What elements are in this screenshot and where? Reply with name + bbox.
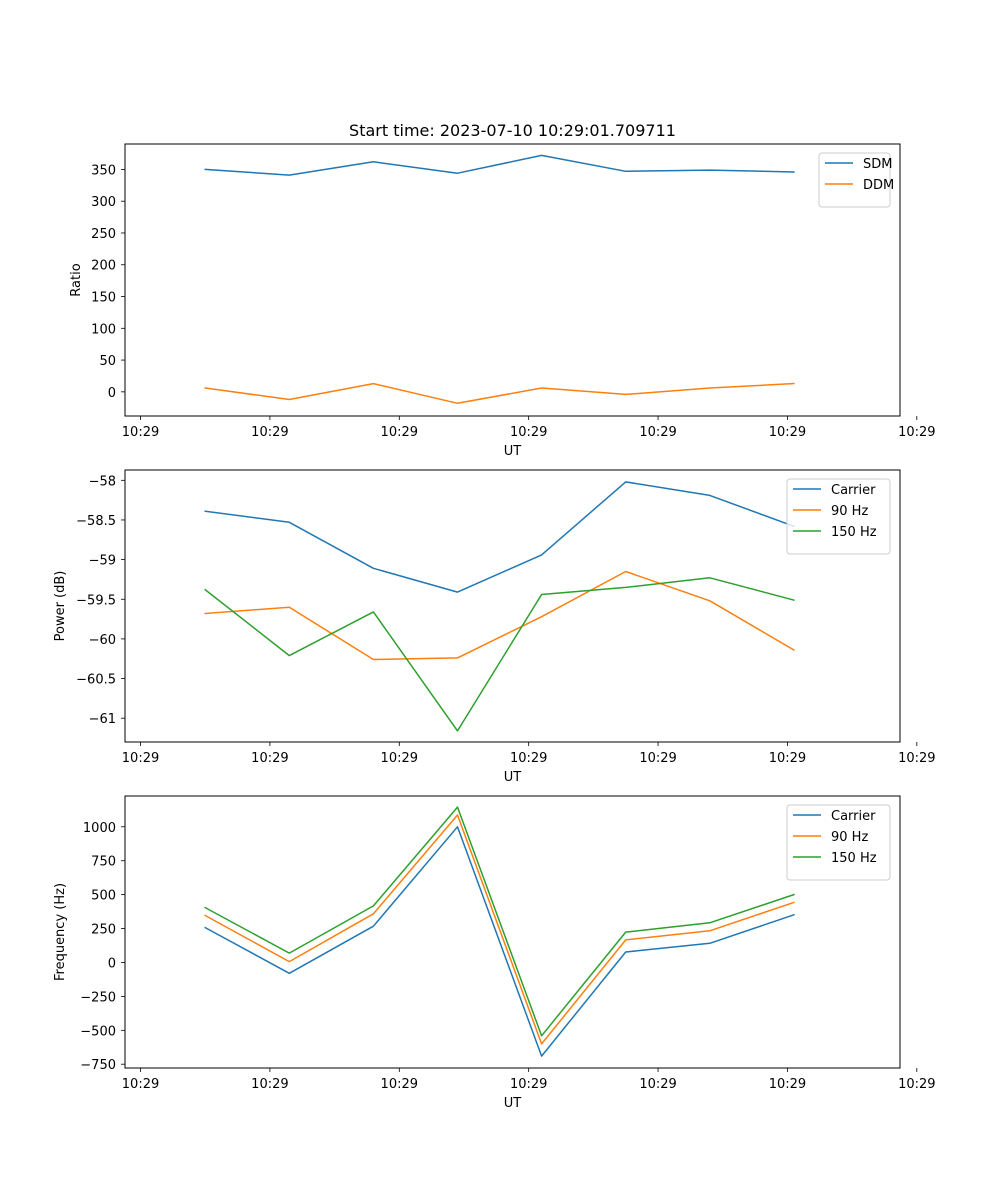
y-tick-label: −59: [89, 554, 116, 569]
x-tick-label: 10:29: [639, 1077, 676, 1092]
x-tick-label: 10:29: [510, 1077, 547, 1092]
y-tick-label: −500: [80, 1024, 116, 1039]
y-tick-label: 500: [91, 889, 116, 904]
legend-label: 150 Hz: [831, 851, 877, 866]
y-tick-label: 0: [108, 386, 116, 401]
series-line-carrier: [204, 481, 795, 593]
y-tick-label: 1000: [83, 821, 116, 836]
x-tick-label: 10:29: [769, 751, 806, 766]
x-tick-label: 10:29: [639, 425, 676, 440]
legend-label: SDM: [863, 157, 892, 172]
x-tick-label: 10:29: [251, 425, 288, 440]
y-tick-label: 250: [91, 227, 116, 242]
y-tick-label: 300: [91, 195, 116, 210]
legend-label: 90 Hz: [831, 504, 868, 519]
y-axis-label: Ratio: [69, 263, 84, 296]
x-tick-label: 10:29: [898, 425, 935, 440]
y-tick-label: 200: [91, 259, 116, 274]
y-tick-label: 100: [91, 322, 116, 337]
legend: Carrier 90 Hz 150 Hz: [786, 804, 891, 881]
x-axis-label: UT: [504, 770, 522, 785]
legend: Carrier 90 Hz 150 Hz: [786, 478, 891, 555]
x-tick-label: 10:29: [122, 751, 159, 766]
legend-box: [786, 478, 891, 555]
series-line-90-hz: [204, 814, 795, 1045]
series-line-150-hz: [204, 806, 795, 1037]
x-tick-label: 10:29: [381, 1077, 418, 1092]
series-line-ddm: [204, 382, 795, 405]
y-tick-label: 750: [91, 855, 116, 870]
y-axis-label: Frequency (Hz): [53, 883, 68, 981]
legend-label: 150 Hz: [831, 525, 877, 540]
series-line-90-hz: [204, 570, 795, 661]
y-tick-label: −250: [80, 990, 116, 1005]
chart-panel-3: 10:2910:2910:2910:2910:2910:2910:2910:30…: [53, 795, 936, 1111]
x-tick-label: 10:29: [639, 751, 676, 766]
x-tick-label: 10:29: [769, 425, 806, 440]
y-tick-label: −750: [80, 1058, 116, 1073]
legend-box: [786, 804, 891, 881]
x-tick-label: 10:29: [122, 425, 159, 440]
y-tick-label: −59.5: [76, 593, 116, 608]
legend-label: Carrier: [831, 809, 876, 824]
y-tick-label: 0: [108, 956, 116, 971]
x-tick-label: 10:29: [381, 751, 418, 766]
chart-panel-2: 10:2910:2910:2910:2910:2910:2910:2910:30…: [53, 469, 936, 785]
axes-frame: [124, 795, 901, 1069]
series-line-carrier: [204, 826, 795, 1057]
x-tick-label: 10:29: [898, 1077, 935, 1092]
series-line-150-hz: [204, 577, 795, 732]
panels: 10:2910:2910:2910:2910:2910:2910:2910:30…: [53, 143, 936, 1111]
legend: SDM DDM: [818, 152, 894, 208]
y-tick-label: 350: [91, 163, 116, 178]
x-axis-label: UT: [504, 444, 522, 459]
y-tick-label: −58: [89, 474, 116, 489]
x-axis-label: UT: [504, 1096, 522, 1111]
x-tick-label: 10:29: [122, 1077, 159, 1092]
y-tick-label: −61: [89, 712, 116, 727]
legend-label: DDM: [863, 178, 894, 193]
y-tick-label: −60.5: [76, 673, 116, 688]
x-tick-label: 10:29: [510, 751, 547, 766]
x-tick-label: 10:29: [510, 425, 547, 440]
x-tick-label: 10:29: [769, 1077, 806, 1092]
legend-label: 90 Hz: [831, 830, 868, 845]
x-tick-label: 10:29: [898, 751, 935, 766]
y-tick-label: 50: [99, 354, 116, 369]
legend-label: Carrier: [831, 483, 876, 498]
figure-title: Start time: 2023-07-10 10:29:01.709711: [349, 121, 676, 140]
series-line-sdm: [204, 154, 795, 176]
legend-box: [818, 152, 891, 208]
y-tick-label: −60: [89, 633, 116, 648]
axes-frame: [124, 143, 901, 417]
y-tick-label: 150: [91, 291, 116, 306]
y-tick-label: 250: [91, 923, 116, 938]
y-axis-label: Power (dB): [53, 571, 68, 642]
axes-frame: [124, 469, 901, 743]
y-tick-label: −58.5: [76, 514, 116, 529]
x-tick-label: 10:29: [251, 1077, 288, 1092]
x-tick-label: 10:29: [251, 751, 288, 766]
chart-panel-1: 10:2910:2910:2910:2910:2910:2910:2910:30…: [69, 143, 936, 459]
x-tick-label: 10:29: [381, 425, 418, 440]
